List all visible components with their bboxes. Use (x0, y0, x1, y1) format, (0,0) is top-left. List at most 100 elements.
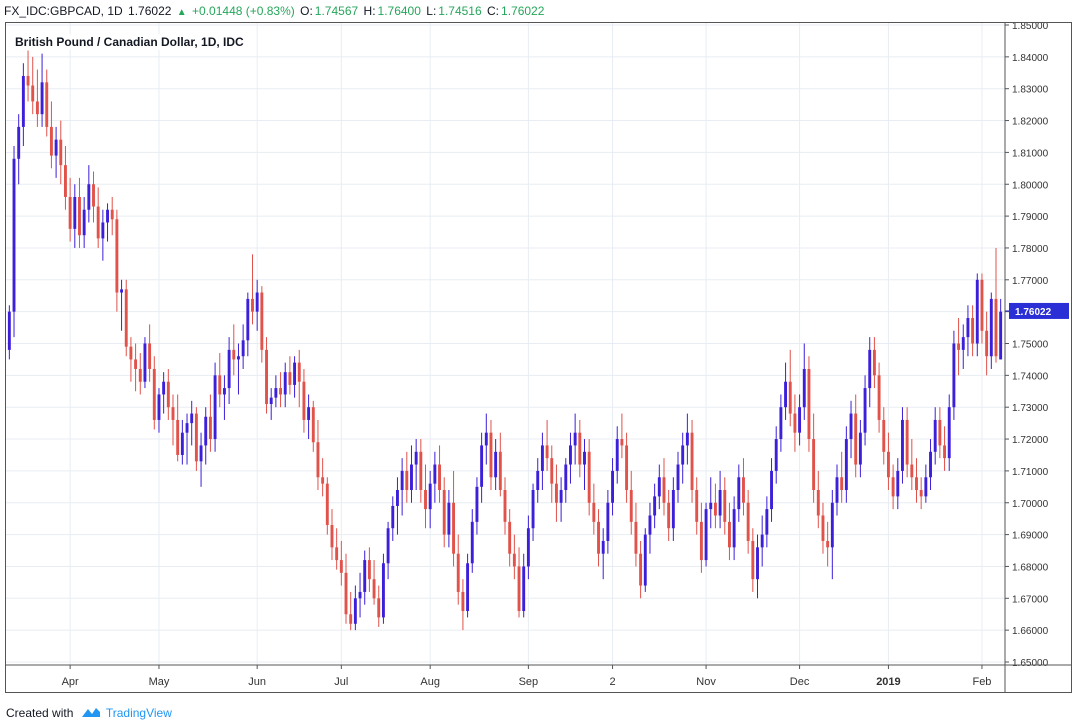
candle-body (756, 547, 759, 580)
candle (330, 509, 334, 561)
candle (218, 353, 222, 408)
candle (134, 343, 138, 392)
candle-body (910, 464, 914, 478)
candle-body (868, 349, 872, 389)
candle-body (218, 375, 222, 395)
candle (526, 515, 530, 580)
candle (246, 292, 250, 357)
candle-body (812, 439, 816, 491)
tradingview-brand-link[interactable]: TradingView (105, 706, 172, 720)
candle (321, 458, 325, 497)
candle (21, 63, 25, 147)
candle-body (405, 470, 409, 491)
candle-body (929, 451, 932, 478)
candle (49, 101, 53, 169)
candle-body (737, 477, 741, 510)
candle-body (96, 206, 100, 239)
low-value: 1.74516 (438, 4, 482, 18)
candle-body (349, 614, 353, 624)
candle (737, 464, 741, 522)
candle (405, 451, 409, 503)
chart-border (5, 22, 1072, 693)
candle (442, 477, 446, 548)
candle-body (255, 292, 259, 312)
candle-body (138, 368, 142, 382)
candle (629, 470, 633, 535)
candle-body (49, 126, 53, 156)
candle (316, 419, 320, 491)
candle (241, 324, 245, 369)
candle (971, 305, 975, 357)
candlestick-chart[interactable]: 1.65000 1.66000 1.67000 1.68000 1.69000 1.700… (5, 22, 1072, 693)
candle-body (854, 413, 858, 465)
candle-body (826, 540, 830, 548)
candle-body (498, 451, 502, 491)
candle-body (396, 490, 399, 506)
candle-body (293, 362, 297, 385)
candle-body (503, 490, 507, 522)
candle-body (989, 298, 993, 357)
footer-credit: Created with TradingView (6, 704, 172, 722)
candle-body (106, 209, 109, 223)
candle (12, 146, 16, 338)
candle (297, 349, 301, 408)
candle-body (433, 464, 437, 484)
candle-body (545, 445, 549, 459)
candle (489, 419, 493, 491)
candle-body (54, 139, 58, 156)
candle (536, 458, 540, 503)
candle (433, 451, 437, 503)
candle (512, 534, 516, 580)
candle (344, 553, 348, 624)
candle-body (414, 451, 418, 465)
candle-body (606, 502, 610, 541)
candle (82, 196, 86, 248)
candle (508, 509, 512, 567)
candle (587, 439, 591, 516)
candle (975, 273, 979, 357)
candle (176, 394, 180, 462)
candle (237, 343, 240, 395)
candle-body (779, 407, 783, 440)
candle (87, 165, 91, 223)
candle-body (662, 477, 666, 503)
candle-body (353, 598, 357, 624)
candle-body (844, 439, 848, 491)
candle-body (971, 318, 975, 344)
candle-body (915, 477, 918, 491)
candle (844, 426, 848, 503)
candle-body (241, 340, 245, 357)
candle-body (391, 505, 395, 529)
y-tick-label: 1.71000 (1012, 467, 1049, 478)
candle-body (522, 566, 526, 612)
candle-body (966, 318, 970, 338)
candle (531, 483, 535, 541)
y-tick-label: 1.84000 (1012, 53, 1049, 64)
candle-body (134, 359, 138, 369)
candle (625, 432, 629, 503)
candle-body (447, 502, 451, 535)
candle-body (573, 432, 577, 446)
candle (35, 69, 39, 127)
candle-body (31, 85, 35, 102)
candle (157, 388, 161, 433)
change-value: +0.01448 (+0.83%) (192, 4, 295, 18)
candle-body (279, 388, 282, 395)
candle (470, 509, 474, 573)
candle (713, 483, 717, 529)
candle-body (466, 563, 470, 612)
candle (162, 372, 166, 414)
symbol-label[interactable]: FX_IDC:GBPCAD, 1D (4, 4, 123, 18)
candle-body (615, 439, 619, 471)
candle (690, 419, 694, 503)
candle-body (199, 445, 203, 462)
candle-body (681, 445, 685, 465)
candle-body (260, 292, 264, 350)
candle (484, 413, 488, 465)
y-tick-label: 1.66000 (1012, 626, 1049, 637)
candle (886, 432, 890, 491)
candle (419, 439, 423, 503)
low-label: L: (426, 4, 437, 18)
candle (265, 337, 268, 414)
candle-body (536, 470, 540, 491)
